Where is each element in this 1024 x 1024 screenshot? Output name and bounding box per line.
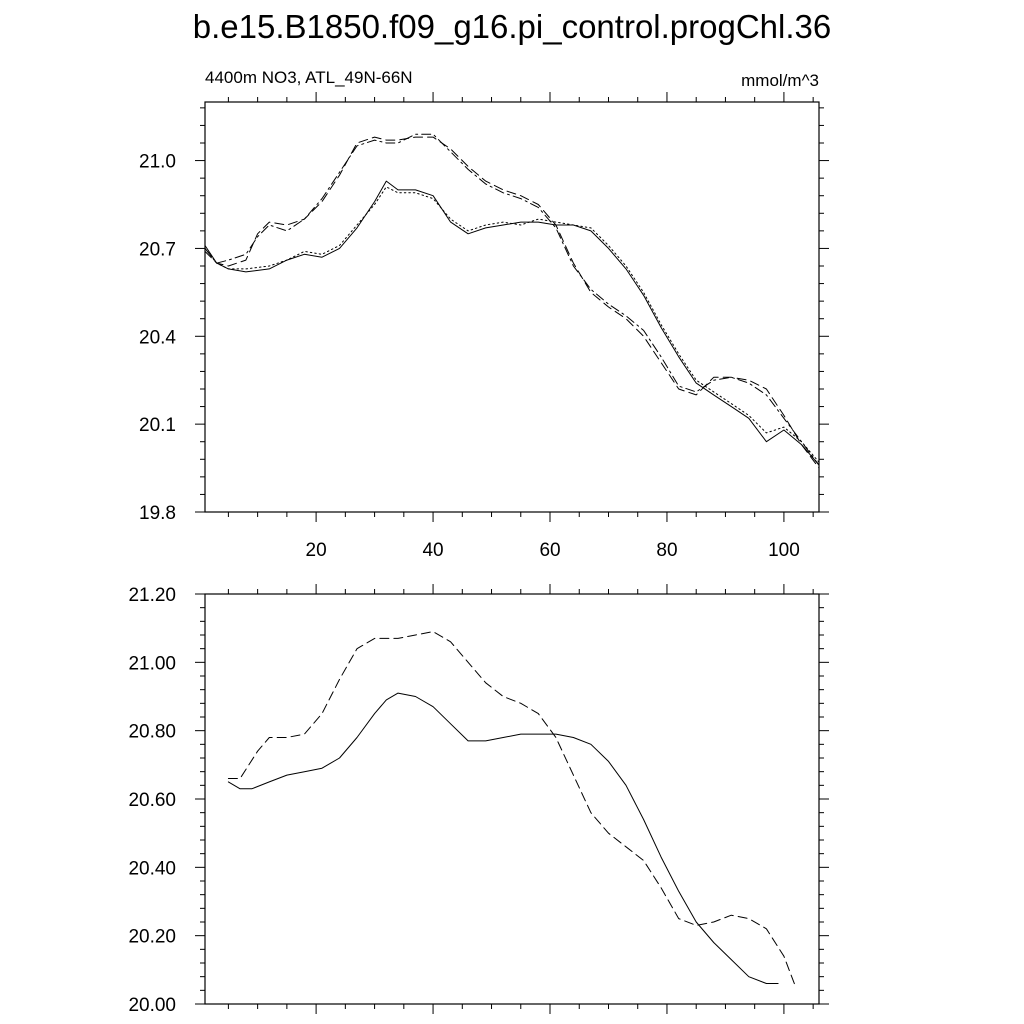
top-x-tick-label: 60	[539, 540, 560, 561]
top-series-dashed-line	[204, 136, 820, 469]
top-x-tick-label: 40	[422, 540, 443, 561]
top-chart-left-string: 4400m NO3, ATL_49N-66N	[205, 68, 413, 87]
top-x-tick-label: 100	[768, 540, 800, 561]
top-y-tick-label: 20.1	[139, 415, 176, 436]
top-series-solid-line	[204, 180, 820, 466]
top-chart-ticks: 20 40 60 80 100 19.8 20.1 20.4 20.7 21.0	[139, 92, 829, 561]
top-chart-series-group	[204, 133, 820, 469]
top-chart-right-string: mmol/m^3	[741, 71, 819, 90]
bottom-chart-series-group	[227, 631, 797, 988]
top-series-dashdot-line	[204, 133, 820, 466]
top-chart-frame	[204, 101, 820, 513]
bottom-y-tick-label: 20.20	[128, 927, 176, 948]
bottom-series-solid-line	[227, 692, 779, 984]
bottom-chart-panel: 20.00 20.20 20.40 20.60 20.80 21.00 21.20	[128, 584, 829, 1016]
bottom-y-tick-label: 20.00	[128, 995, 176, 1016]
figure-title: b.e15.B1850.f09_g16.pi_control.progChl.3…	[193, 8, 832, 45]
top-y-tick-label: 21.0	[139, 152, 176, 173]
bottom-chart-ticks: 20.00 20.20 20.40 20.60 20.80 21.00 21.20	[128, 584, 829, 1016]
top-y-tick-label: 20.7	[139, 239, 176, 260]
bottom-y-tick-label: 20.60	[128, 790, 176, 811]
top-chart-panel: 4400m NO3, ATL_49N-66N mmol/m^3 20 40 60 80…	[139, 68, 829, 561]
top-series-dotted-line	[204, 186, 820, 463]
top-y-tick-label: 20.4	[139, 327, 176, 348]
top-y-tick-label: 19.8	[139, 503, 176, 524]
bottom-y-tick-label: 20.80	[128, 722, 176, 743]
bottom-y-tick-label: 21.20	[128, 585, 176, 606]
bottom-y-tick-label: 21.00	[128, 653, 176, 674]
bottom-y-tick-label: 20.40	[128, 858, 176, 879]
bottom-series-dashed-line	[227, 631, 797, 988]
top-x-tick-label: 80	[656, 540, 677, 561]
top-x-tick-label: 20	[306, 540, 327, 561]
bottom-chart-frame	[204, 593, 820, 1005]
